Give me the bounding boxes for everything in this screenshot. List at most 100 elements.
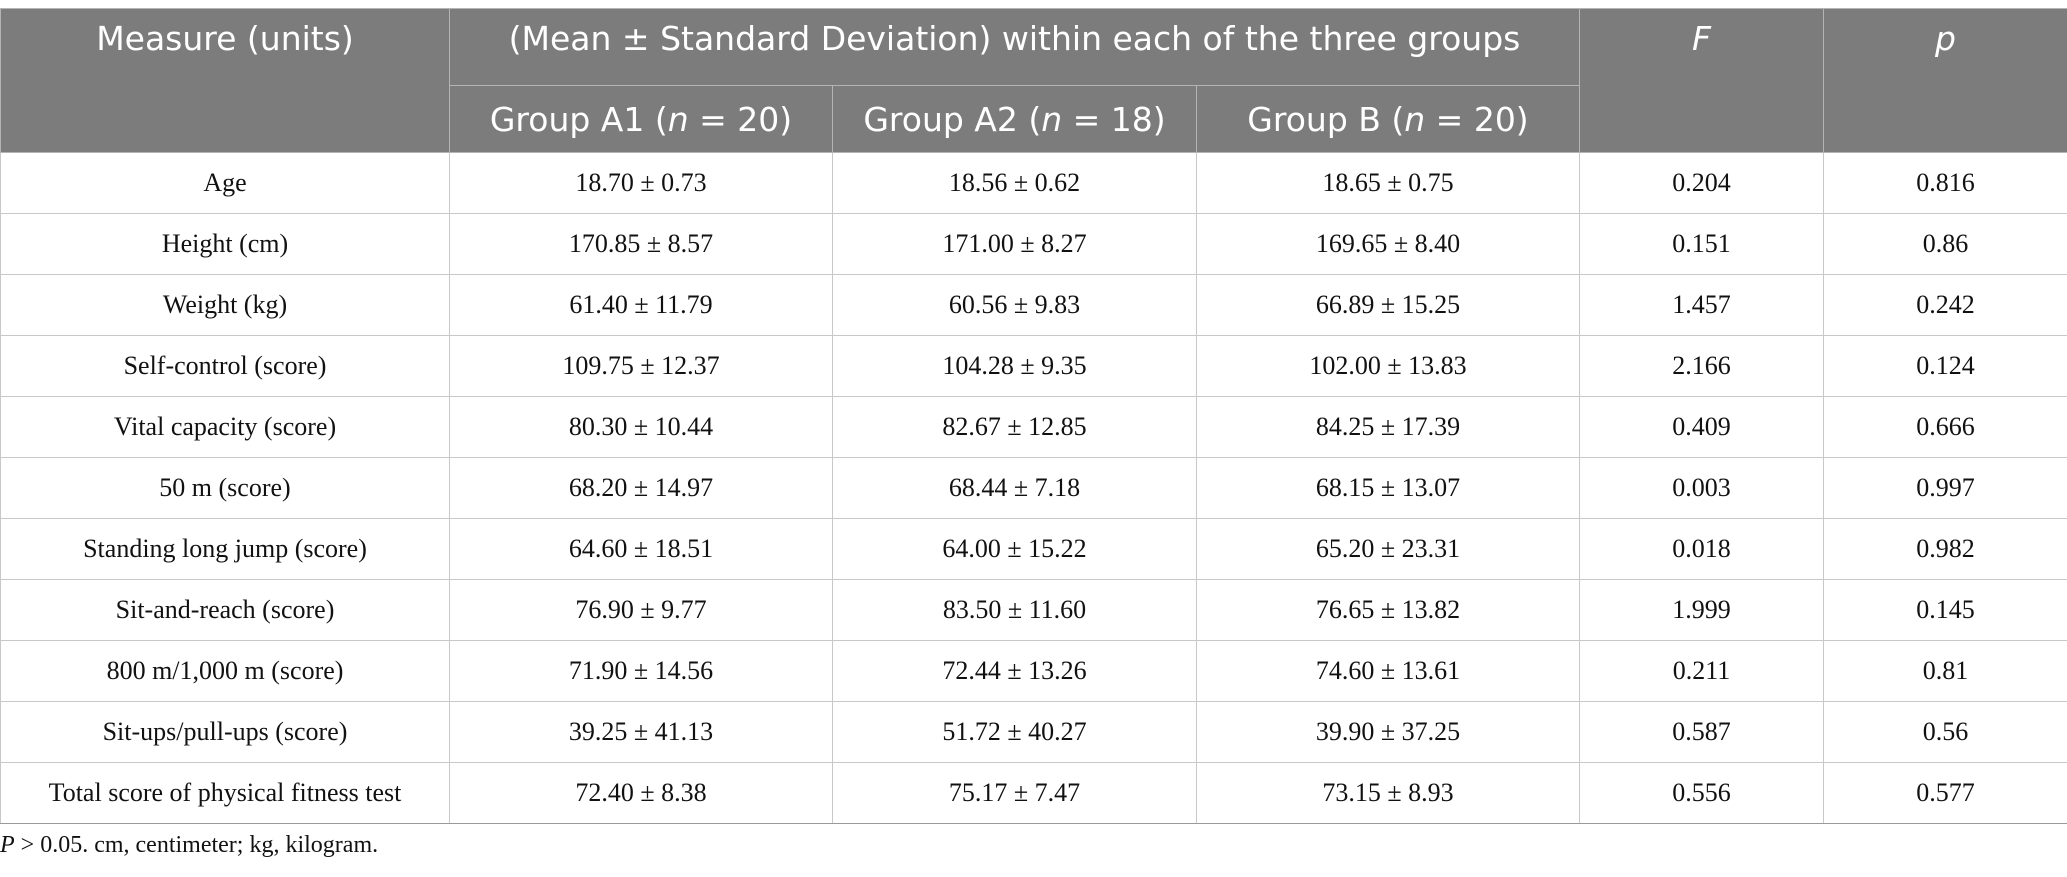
header-f-label: F — [1692, 19, 1711, 58]
cell-measure: Vital capacity (score) — [0, 396, 450, 458]
cell-p: 0.577 — [1823, 762, 2067, 824]
cell-a2: 75.17 ± 7.47 — [832, 762, 1197, 824]
cell-f: 0.018 — [1579, 518, 1824, 580]
cell-b: 66.89 ± 15.25 — [1196, 274, 1580, 336]
table-row: Total score of physical fitness test 72.… — [0, 762, 2067, 824]
header-group-span: (Mean ± Standard Deviation) within each … — [449, 8, 1580, 86]
header-group-b: Group B (n = 20) — [1196, 85, 1580, 153]
cell-f: 0.587 — [1579, 701, 1824, 763]
header-group-a1: Group A1 (n = 20) — [449, 85, 833, 153]
table-row: Weight (kg) 61.40 ± 11.79 60.56 ± 9.83 6… — [0, 274, 2067, 336]
cell-p: 0.666 — [1823, 396, 2067, 458]
cell-measure: Total score of physical fitness test — [0, 762, 450, 824]
cell-f: 0.556 — [1579, 762, 1824, 824]
cell-a2: 171.00 ± 8.27 — [832, 213, 1197, 275]
cell-a1: 76.90 ± 9.77 — [449, 579, 833, 641]
table-row: Vital capacity (score) 80.30 ± 10.44 82.… — [0, 396, 2067, 458]
table-footnote: P > 0.05. cm, centimeter; kg, kilogram. — [0, 832, 378, 859]
cell-a2: 104.28 ± 9.35 — [832, 335, 1197, 397]
group-a1-eq: = 20) — [688, 99, 793, 139]
cell-p: 0.997 — [1823, 457, 2067, 519]
cell-measure: Standing long jump (score) — [0, 518, 450, 580]
cell-measure: Self-control (score) — [0, 335, 450, 397]
cell-a2: 18.56 ± 0.62 — [832, 152, 1197, 214]
cell-b: 169.65 ± 8.40 — [1196, 213, 1580, 275]
cell-f: 0.211 — [1579, 640, 1824, 702]
cell-a1: 61.40 ± 11.79 — [449, 274, 833, 336]
cell-b: 39.90 ± 37.25 — [1196, 701, 1580, 763]
table-header: Measure (units) (Mean ± Standard Deviati… — [0, 8, 2067, 153]
cell-a1: 80.30 ± 10.44 — [449, 396, 833, 458]
cell-b: 68.15 ± 13.07 — [1196, 457, 1580, 519]
cell-a1: 109.75 ± 12.37 — [449, 335, 833, 397]
table-row: Age 18.70 ± 0.73 18.56 ± 0.62 18.65 ± 0.… — [0, 152, 2067, 214]
cell-f: 1.999 — [1579, 579, 1824, 641]
table-row: Height (cm) 170.85 ± 8.57 171.00 ± 8.27 … — [0, 213, 2067, 275]
cell-b: 73.15 ± 8.93 — [1196, 762, 1580, 824]
group-a2-eq: = 18) — [1062, 99, 1166, 139]
header-p: p — [1823, 8, 2067, 153]
group-a2-label: Group A2 ( — [863, 99, 1042, 139]
cell-b: 18.65 ± 0.75 — [1196, 152, 1580, 214]
cell-a1: 170.85 ± 8.57 — [449, 213, 833, 275]
group-a2-n: n — [1041, 99, 1063, 139]
cell-f: 0.003 — [1579, 457, 1824, 519]
cell-a2: 82.67 ± 12.85 — [832, 396, 1197, 458]
cell-b: 76.65 ± 13.82 — [1196, 579, 1580, 641]
cell-p: 0.86 — [1823, 213, 2067, 275]
footnote-p-symbol: P — [0, 832, 15, 858]
group-b-n: n — [1404, 99, 1426, 139]
results-table: Measure (units) (Mean ± Standard Deviati… — [0, 8, 2067, 824]
cell-measure: Weight (kg) — [0, 274, 450, 336]
cell-f: 2.166 — [1579, 335, 1824, 397]
cell-p: 0.81 — [1823, 640, 2067, 702]
table-row: 50 m (score) 68.20 ± 14.97 68.44 ± 7.18 … — [0, 457, 2067, 519]
cell-measure: Sit-and-reach (score) — [0, 579, 450, 641]
group-b-eq: = 20) — [1425, 99, 1529, 139]
header-f: F — [1579, 8, 1824, 153]
group-b-label: Group B ( — [1247, 99, 1405, 139]
cell-p: 0.816 — [1823, 152, 2067, 214]
cell-f: 0.204 — [1579, 152, 1824, 214]
cell-a2: 68.44 ± 7.18 — [832, 457, 1197, 519]
footnote-text: > 0.05. cm, centimeter; kg, kilogram. — [14, 832, 379, 858]
cell-measure: Age — [0, 152, 450, 214]
table-row: Sit-ups/pull-ups (score) 39.25 ± 41.13 5… — [0, 701, 2067, 763]
cell-measure: Height (cm) — [0, 213, 450, 275]
cell-measure: Sit-ups/pull-ups (score) — [0, 701, 450, 763]
cell-a2: 60.56 ± 9.83 — [832, 274, 1197, 336]
cell-f: 0.409 — [1579, 396, 1824, 458]
cell-p: 0.124 — [1823, 335, 2067, 397]
cell-a1: 18.70 ± 0.73 — [449, 152, 833, 214]
cell-a1: 72.40 ± 8.38 — [449, 762, 833, 824]
cell-a1: 68.20 ± 14.97 — [449, 457, 833, 519]
table-row: Standing long jump (score) 64.60 ± 18.51… — [0, 518, 2067, 580]
cell-b: 84.25 ± 17.39 — [1196, 396, 1580, 458]
table-body: Age 18.70 ± 0.73 18.56 ± 0.62 18.65 ± 0.… — [0, 152, 2067, 824]
cell-p: 0.145 — [1823, 579, 2067, 641]
header-p-label: p — [1935, 19, 1956, 58]
header-group-a2: Group A2 (n = 18) — [832, 85, 1197, 153]
table-row: 800 m/1,000 m (score) 71.90 ± 14.56 72.4… — [0, 640, 2067, 702]
cell-p: 0.242 — [1823, 274, 2067, 336]
cell-a2: 51.72 ± 40.27 — [832, 701, 1197, 763]
cell-b: 74.60 ± 13.61 — [1196, 640, 1580, 702]
header-measure: Measure (units) — [0, 8, 450, 153]
group-a1-label: Group A1 ( — [489, 99, 668, 139]
cell-b: 102.00 ± 13.83 — [1196, 335, 1580, 397]
table-row: Sit-and-reach (score) 76.90 ± 9.77 83.50… — [0, 579, 2067, 641]
cell-p: 0.56 — [1823, 701, 2067, 763]
cell-b: 65.20 ± 23.31 — [1196, 518, 1580, 580]
cell-a1: 64.60 ± 18.51 — [449, 518, 833, 580]
cell-f: 0.151 — [1579, 213, 1824, 275]
cell-a2: 64.00 ± 15.22 — [832, 518, 1197, 580]
cell-p: 0.982 — [1823, 518, 2067, 580]
cell-f: 1.457 — [1579, 274, 1824, 336]
cell-measure: 800 m/1,000 m (score) — [0, 640, 450, 702]
cell-measure: 50 m (score) — [0, 457, 450, 519]
group-a1-n: n — [667, 99, 689, 139]
cell-a1: 39.25 ± 41.13 — [449, 701, 833, 763]
cell-a2: 72.44 ± 13.26 — [832, 640, 1197, 702]
cell-a1: 71.90 ± 14.56 — [449, 640, 833, 702]
table-row: Self-control (score) 109.75 ± 12.37 104.… — [0, 335, 2067, 397]
